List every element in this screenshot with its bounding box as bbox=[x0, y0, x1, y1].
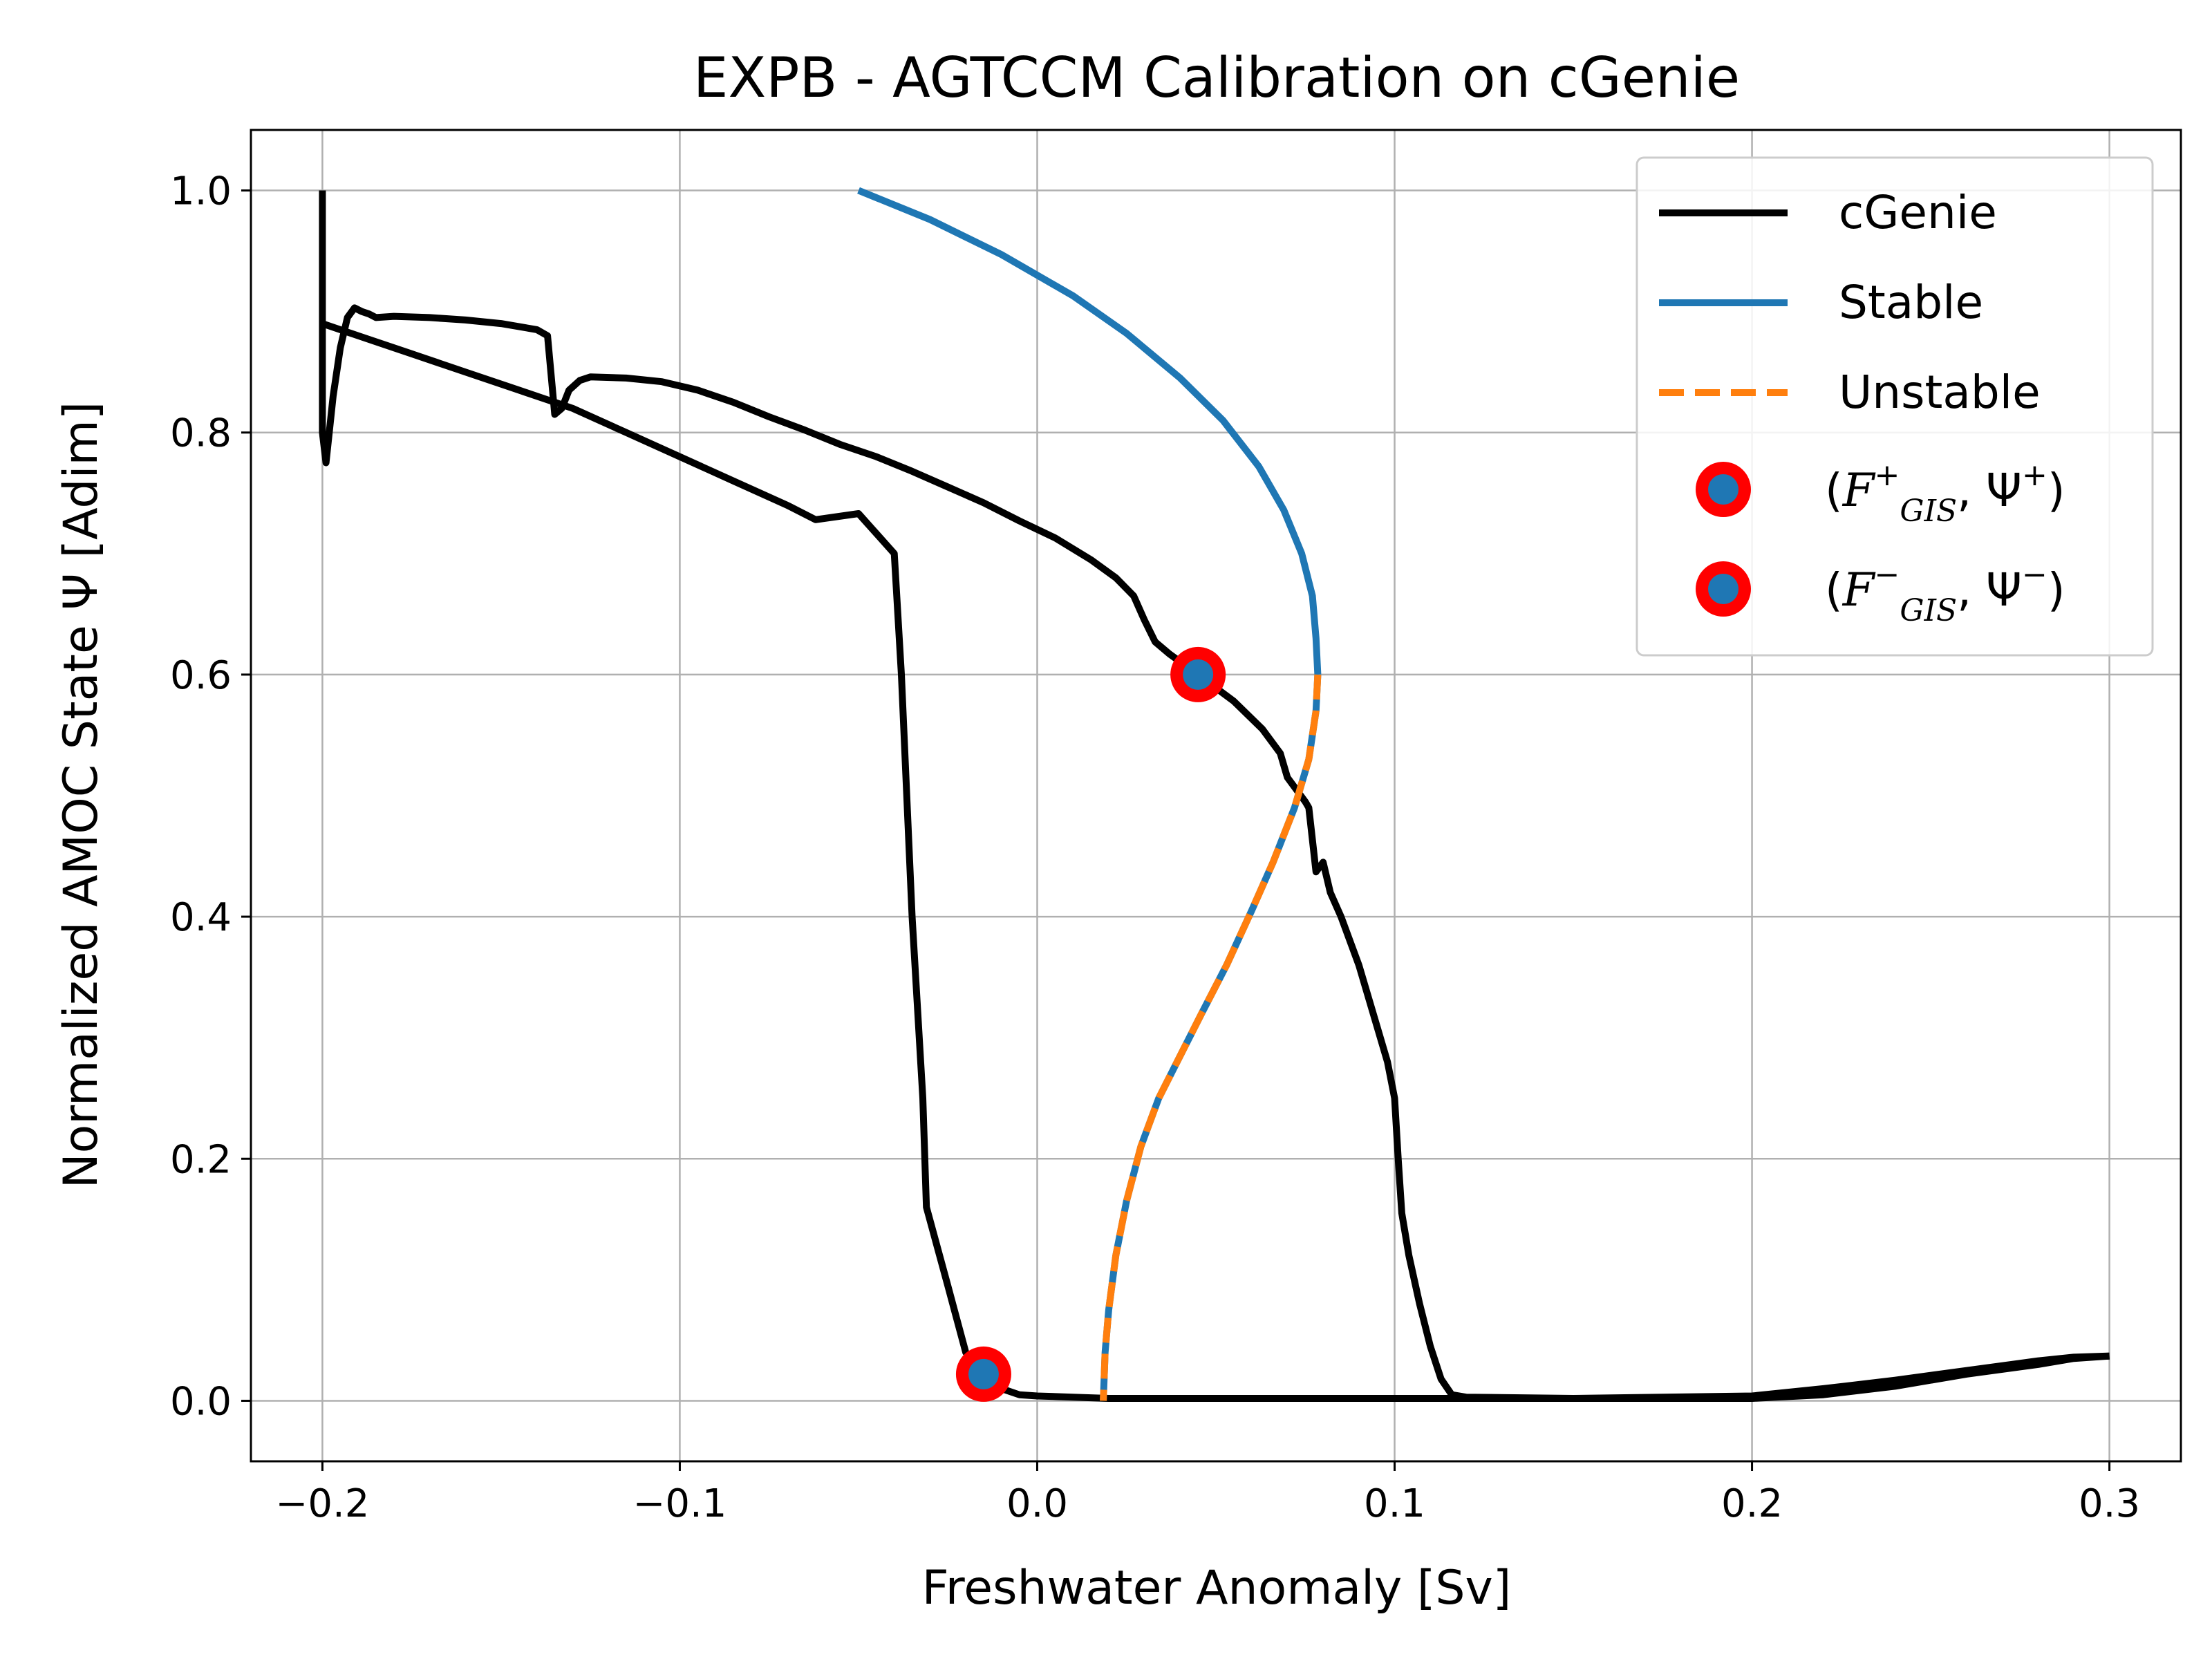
x-tick-label: 0.1 bbox=[1364, 1481, 1425, 1526]
y-tick-label: 1.0 bbox=[170, 169, 232, 214]
y-tick-label: 0.0 bbox=[170, 1379, 232, 1424]
legend-label-cgenie: cGenie bbox=[1839, 186, 1997, 239]
y-axis-ticks: 0.0 0.2 0.4 0.6 0.8 1.0 bbox=[170, 169, 251, 1424]
legend-marker bbox=[1708, 474, 1738, 505]
calibration-point-minus bbox=[968, 1358, 999, 1389]
series-cgenie-branch-1 bbox=[319, 190, 2110, 1402]
x-tick-label: −0.2 bbox=[275, 1481, 369, 1526]
y-axis-label: Normalized AMOC State Ψ [Adim] bbox=[54, 402, 109, 1188]
series-stable bbox=[857, 187, 1322, 675]
plot-frame bbox=[250, 129, 2182, 1463]
y-tick-label: 0.2 bbox=[170, 1137, 232, 1182]
legend-label-stable: Stable bbox=[1839, 276, 1983, 329]
y-tick-label: 0.4 bbox=[170, 895, 232, 940]
series-cgenie-branch-2 bbox=[321, 320, 2110, 1402]
x-tick-label: 0.2 bbox=[1721, 1481, 1783, 1526]
marker-layer bbox=[955, 646, 1226, 1402]
x-tick-label: −0.1 bbox=[632, 1481, 727, 1526]
series-unstable bbox=[1100, 674, 1322, 1401]
x-axis-label: Freshwater Anomaly [Sv] bbox=[922, 1561, 1512, 1615]
series-unstable-underlay bbox=[1100, 674, 1322, 1401]
y-tick-label: 0.6 bbox=[170, 653, 232, 698]
legend-box bbox=[1635, 156, 2154, 657]
series-layer bbox=[319, 187, 2110, 1402]
x-tick-label: 0.0 bbox=[1006, 1481, 1068, 1526]
legend-label-calibration-point: (F−GIS, Ψ−) bbox=[1825, 557, 2065, 628]
legend: cGenie Stable Unstable (F+GIS, Ψ+) (F−GIS, Ψ… bbox=[1635, 156, 2154, 657]
legend-label-calibration-point: (F+GIS, Ψ+) bbox=[1825, 458, 2065, 529]
calibration-point-plus bbox=[1183, 659, 1214, 690]
x-axis-ticks: −0.2 −0.1 0.0 0.1 0.2 0.3 bbox=[275, 1461, 2140, 1526]
y-tick-label: 0.8 bbox=[170, 411, 232, 456]
x-tick-label: 0.3 bbox=[2079, 1481, 2140, 1526]
chart-title: EXPB - AGTCCM Calibration on cGenie bbox=[693, 46, 1740, 110]
legend-label-unstable: Unstable bbox=[1839, 366, 2041, 419]
legend-marker bbox=[1708, 574, 1738, 604]
